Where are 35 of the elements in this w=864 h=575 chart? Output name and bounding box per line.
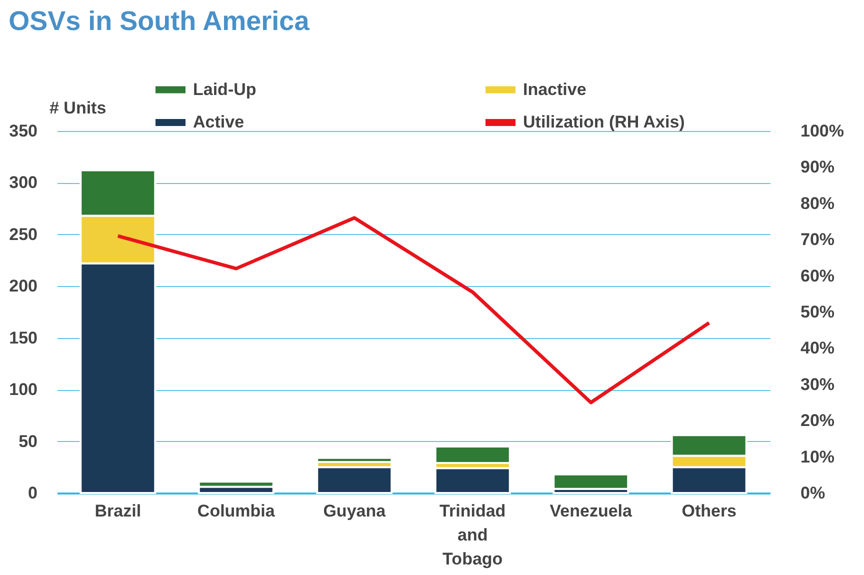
x-tick-label: Brazil <box>94 502 142 520</box>
y-tick-label: 300 <box>9 173 38 192</box>
x-tick-label: Others <box>682 502 737 520</box>
bar <box>552 473 630 490</box>
x-tick-label: Guyana <box>323 502 386 520</box>
bar <box>434 467 511 494</box>
legend-label: Laid-Up <box>193 80 256 99</box>
y2-tick-label: 10% <box>800 447 835 466</box>
y2-tick-label: 80% <box>800 194 835 213</box>
y-tick-label: 50 <box>18 432 38 451</box>
bar <box>316 466 393 494</box>
chart-title: OSVs in South America <box>8 6 310 36</box>
legend-label: Inactive <box>523 80 586 99</box>
y-axis-title: # Units <box>50 98 106 118</box>
y2-tick-label: 40% <box>800 338 835 358</box>
y-tick-label: 0 <box>28 484 38 502</box>
x-tick-label: Venezuela <box>550 502 633 520</box>
y2-tick-label: 60% <box>800 266 835 286</box>
y-tick-label: 350 <box>9 122 38 140</box>
line-series <box>116 216 711 404</box>
y2-tick-label: 90% <box>800 158 835 177</box>
y-tick-label: 150 <box>9 328 38 348</box>
y-tick-label: 100 <box>9 380 38 400</box>
y-tick-label: 200 <box>9 276 38 296</box>
x-tick-label: Columbia <box>197 502 276 520</box>
legend-label: Active <box>193 112 244 132</box>
y2-tick-label: 50% <box>800 302 835 322</box>
legend-label: Utilization (RH Axis) <box>523 112 685 132</box>
y2-tick-label: 0% <box>800 484 826 502</box>
y2-tick-label: 70% <box>800 230 835 250</box>
y2-tick-label: 20% <box>800 411 835 430</box>
y-tick-label: 250 <box>9 224 38 244</box>
y2-tick-label: 30% <box>800 374 835 394</box>
x-tick-label: Trinidad and Tobago <box>440 502 506 568</box>
y2-tick-label: 100% <box>800 122 844 140</box>
